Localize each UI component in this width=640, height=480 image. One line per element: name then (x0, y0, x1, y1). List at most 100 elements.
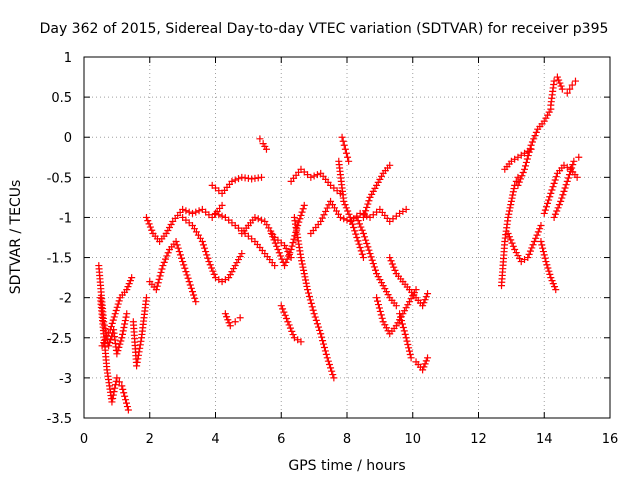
data-point-marker (111, 384, 119, 392)
data-point-marker (419, 302, 427, 310)
data-point-marker (290, 235, 298, 243)
x-tick-label: 4 (211, 432, 219, 447)
data-point-marker (571, 77, 579, 85)
data-point-marker (365, 246, 373, 254)
data-point-marker (289, 239, 297, 247)
data-point-marker (542, 114, 550, 122)
data-point-marker (405, 344, 413, 352)
data-point-marker (298, 257, 306, 265)
data-point-marker (402, 205, 410, 213)
data-point-marker (192, 208, 200, 216)
data-point-marker (128, 274, 136, 282)
data-point-marker (320, 344, 328, 352)
data-point-marker (215, 211, 223, 219)
data-point-marker (368, 256, 376, 264)
data-point-marker (355, 240, 363, 248)
data-point-marker (235, 256, 243, 264)
data-point-marker (376, 307, 384, 315)
data-point-marker (144, 217, 152, 225)
data-point-marker (533, 231, 541, 239)
data-point-marker (422, 357, 430, 365)
data-point-marker (373, 181, 381, 189)
data-point-marker (297, 254, 305, 262)
data-point-marker (374, 297, 382, 305)
x-axis-label: GPS time / hours (288, 458, 405, 474)
data-point-marker (514, 181, 522, 189)
data-point-marker (363, 240, 371, 248)
data-point-marker (226, 322, 234, 330)
data-point-marker (505, 210, 513, 218)
data-point-marker (352, 230, 360, 238)
data-point-marker (297, 338, 305, 346)
data-point-marker (328, 367, 336, 375)
data-point-marker (518, 172, 526, 180)
data-point-marker (236, 253, 244, 261)
data-point-marker (105, 342, 113, 350)
data-point-marker (119, 330, 127, 338)
data-point-marker (357, 223, 365, 231)
x-tick-label: 10 (404, 432, 421, 447)
data-point-marker (374, 178, 382, 186)
data-point-marker (507, 236, 515, 244)
data-point-marker (125, 280, 133, 288)
data-point-marker (364, 243, 372, 251)
data-point-marker (238, 250, 246, 258)
data-point-marker (547, 274, 555, 282)
data-point-marker (133, 358, 141, 366)
data-point-marker (575, 153, 583, 161)
data-point-marker (134, 351, 142, 359)
data-point-marker (119, 385, 127, 393)
data-point-marker (556, 79, 564, 87)
data-point-marker (540, 251, 548, 259)
data-point-marker (505, 233, 513, 241)
data-point-marker (516, 255, 524, 263)
data-point-marker (284, 318, 292, 326)
data-point-marker (384, 291, 392, 299)
data-point-marker (504, 213, 512, 221)
data-point-marker (353, 213, 361, 221)
data-point-marker (369, 187, 377, 195)
data-point-marker (271, 262, 279, 270)
data-point-marker (512, 177, 520, 185)
data-point-marker (321, 347, 329, 355)
data-point-marker (514, 252, 522, 260)
data-point-marker (186, 281, 194, 289)
data-point-marker (100, 339, 108, 347)
data-point-marker (230, 265, 238, 273)
data-point-marker (549, 183, 557, 191)
data-point-marker (319, 337, 327, 345)
data-point-marker (509, 188, 517, 196)
data-point-marker (357, 247, 365, 255)
data-point-marker (557, 82, 565, 90)
data-point-marker (270, 236, 278, 244)
data-point-marker (299, 205, 307, 213)
data-point-marker (106, 339, 114, 347)
data-point-marker (404, 340, 412, 348)
data-point-marker (370, 263, 378, 271)
data-point-marker (277, 252, 285, 260)
data-point-marker (551, 176, 559, 184)
data-point-marker (403, 337, 411, 345)
data-point-marker (542, 203, 550, 211)
data-point-marker (353, 234, 361, 241)
data-point-marker (388, 260, 396, 268)
data-point-marker (550, 179, 558, 187)
data-point-marker (191, 294, 199, 302)
x-tick-label: 2 (146, 432, 154, 447)
data-point-marker (122, 313, 130, 321)
data-point-marker (406, 350, 414, 358)
data-point-marker (323, 354, 331, 362)
data-point-marker (524, 152, 532, 160)
y-tick-label: -2.5 (47, 332, 72, 347)
data-point-marker (396, 310, 404, 318)
data-point-marker (377, 311, 385, 319)
data-point-marker (221, 310, 229, 318)
data-point-marker (555, 76, 563, 84)
data-point-marker (226, 271, 234, 279)
data-point-marker (126, 277, 134, 285)
data-point-marker (115, 297, 123, 305)
x-tick-label: 0 (80, 432, 88, 447)
data-point-marker (363, 203, 371, 211)
data-point-marker (324, 357, 332, 365)
data-point-marker (561, 184, 569, 192)
